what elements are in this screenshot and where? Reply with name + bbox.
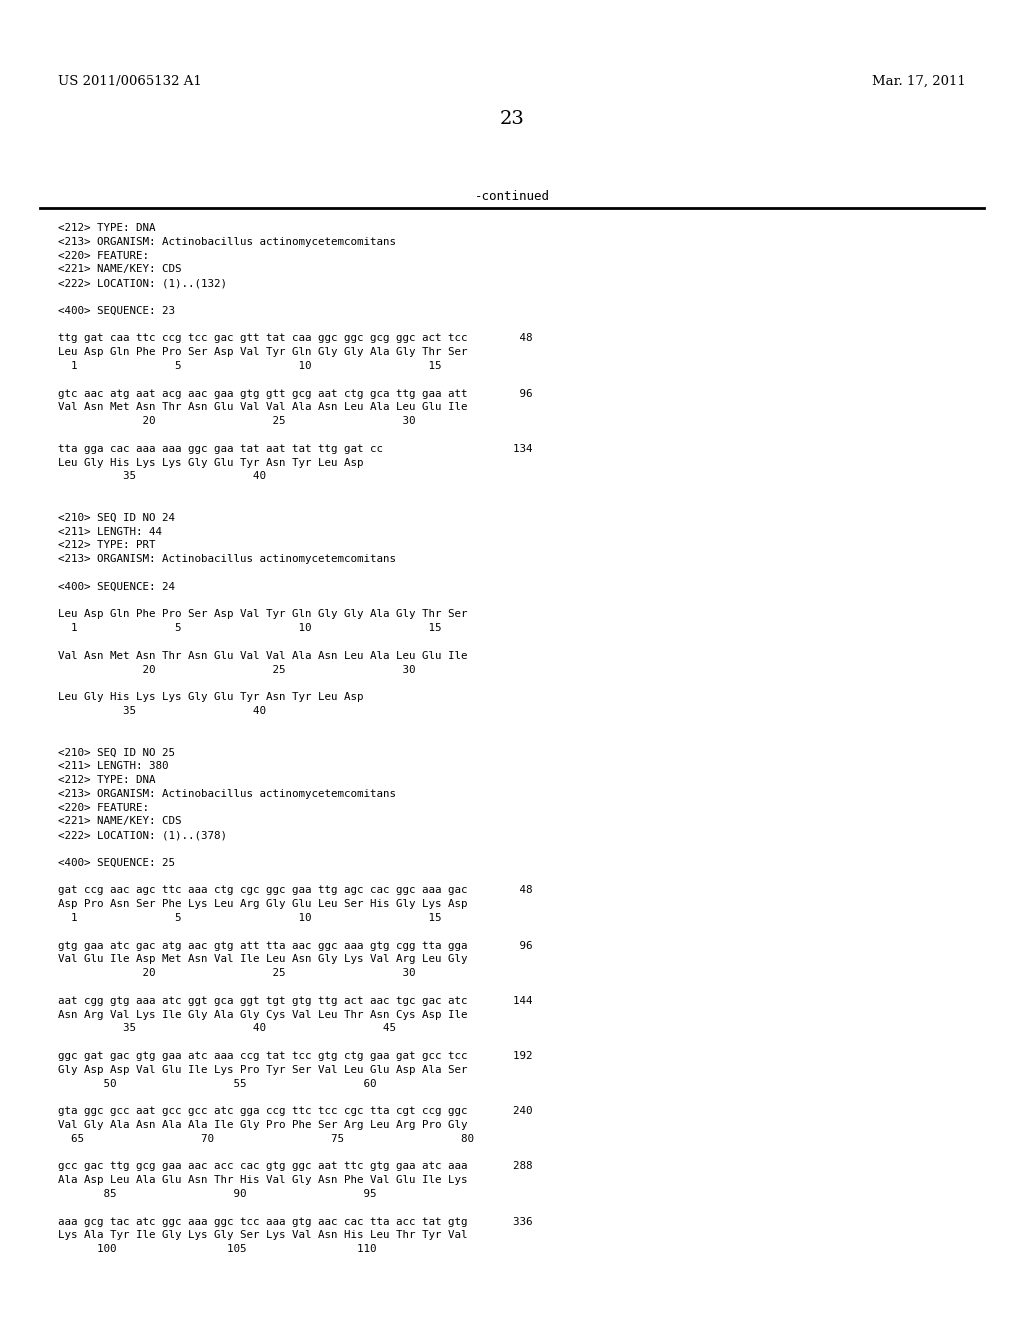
Text: <213> ORGANISM: Actinobacillus actinomycetemcomitans: <213> ORGANISM: Actinobacillus actinomyc… xyxy=(58,236,396,247)
Text: aat cgg gtg aaa atc ggt gca ggt tgt gtg ttg act aac tgc gac atc       144: aat cgg gtg aaa atc ggt gca ggt tgt gtg … xyxy=(58,995,532,1006)
Text: tta gga cac aaa aaa ggc gaa tat aat tat ttg gat cc                    134: tta gga cac aaa aaa ggc gaa tat aat tat … xyxy=(58,444,532,454)
Text: Val Asn Met Asn Thr Asn Glu Val Val Ala Asn Leu Ala Leu Glu Ile: Val Asn Met Asn Thr Asn Glu Val Val Ala … xyxy=(58,403,468,412)
Text: <212> TYPE: DNA: <212> TYPE: DNA xyxy=(58,775,156,785)
Text: 35                  40: 35 40 xyxy=(58,706,266,715)
Text: <210> SEQ ID NO 24: <210> SEQ ID NO 24 xyxy=(58,512,175,523)
Text: 50                  55                  60: 50 55 60 xyxy=(58,1078,377,1089)
Text: 1               5                  10                  15: 1 5 10 15 xyxy=(58,360,441,371)
Text: 20                  25                  30: 20 25 30 xyxy=(58,416,416,426)
Text: Asp Pro Asn Ser Phe Lys Leu Arg Gly Glu Leu Ser His Gly Lys Asp: Asp Pro Asn Ser Phe Lys Leu Arg Gly Glu … xyxy=(58,899,468,909)
Text: 35                  40                  45: 35 40 45 xyxy=(58,1023,396,1034)
Text: ggc gat gac gtg gaa atc aaa ccg tat tcc gtg ctg gaa gat gcc tcc       192: ggc gat gac gtg gaa atc aaa ccg tat tcc … xyxy=(58,1051,532,1061)
Text: Ala Asp Leu Ala Glu Asn Thr His Val Gly Asn Phe Val Glu Ile Lys: Ala Asp Leu Ala Glu Asn Thr His Val Gly … xyxy=(58,1175,468,1185)
Text: gta ggc gcc aat gcc gcc atc gga ccg ttc tcc cgc tta cgt ccg ggc       240: gta ggc gcc aat gcc gcc atc gga ccg ttc … xyxy=(58,1106,532,1117)
Text: Leu Asp Gln Phe Pro Ser Asp Val Tyr Gln Gly Gly Ala Gly Thr Ser: Leu Asp Gln Phe Pro Ser Asp Val Tyr Gln … xyxy=(58,347,468,358)
Text: gtc aac atg aat acg aac gaa gtg gtt gcg aat ctg gca ttg gaa att        96: gtc aac atg aat acg aac gaa gtg gtt gcg … xyxy=(58,388,532,399)
Text: <221> NAME/KEY: CDS: <221> NAME/KEY: CDS xyxy=(58,816,181,826)
Text: 1               5                  10                  15: 1 5 10 15 xyxy=(58,913,441,923)
Text: gtg gaa atc gac atg aac gtg att tta aac ggc aaa gtg cgg tta gga        96: gtg gaa atc gac atg aac gtg att tta aac … xyxy=(58,941,532,950)
Text: <210> SEQ ID NO 25: <210> SEQ ID NO 25 xyxy=(58,747,175,758)
Text: Val Gly Ala Asn Ala Ala Ile Gly Pro Phe Ser Arg Leu Arg Pro Gly: Val Gly Ala Asn Ala Ala Ile Gly Pro Phe … xyxy=(58,1119,468,1130)
Text: <222> LOCATION: (1)..(378): <222> LOCATION: (1)..(378) xyxy=(58,830,227,841)
Text: 35                  40: 35 40 xyxy=(58,471,266,482)
Text: 20                  25                  30: 20 25 30 xyxy=(58,664,416,675)
Text: Gly Asp Asp Val Glu Ile Lys Pro Tyr Ser Val Leu Glu Asp Ala Ser: Gly Asp Asp Val Glu Ile Lys Pro Tyr Ser … xyxy=(58,1065,468,1074)
Text: <400> SEQUENCE: 24: <400> SEQUENCE: 24 xyxy=(58,582,175,591)
Text: <213> ORGANISM: Actinobacillus actinomycetemcomitans: <213> ORGANISM: Actinobacillus actinomyc… xyxy=(58,554,396,564)
Text: aaa gcg tac atc ggc aaa ggc tcc aaa gtg aac cac tta acc tat gtg       336: aaa gcg tac atc ggc aaa ggc tcc aaa gtg … xyxy=(58,1217,532,1226)
Text: <212> TYPE: DNA: <212> TYPE: DNA xyxy=(58,223,156,234)
Text: Asn Arg Val Lys Ile Gly Ala Gly Cys Val Leu Thr Asn Cys Asp Ile: Asn Arg Val Lys Ile Gly Ala Gly Cys Val … xyxy=(58,1010,468,1019)
Text: Leu Gly His Lys Lys Gly Glu Tyr Asn Tyr Leu Asp: Leu Gly His Lys Lys Gly Glu Tyr Asn Tyr … xyxy=(58,458,364,467)
Text: <400> SEQUENCE: 23: <400> SEQUENCE: 23 xyxy=(58,306,175,315)
Text: Val Asn Met Asn Thr Asn Glu Val Val Ala Asn Leu Ala Leu Glu Ile: Val Asn Met Asn Thr Asn Glu Val Val Ala … xyxy=(58,651,468,661)
Text: <212> TYPE: PRT: <212> TYPE: PRT xyxy=(58,540,156,550)
Text: <220> FEATURE:: <220> FEATURE: xyxy=(58,803,150,813)
Text: <211> LENGTH: 44: <211> LENGTH: 44 xyxy=(58,527,162,537)
Text: -continued: -continued xyxy=(474,190,550,203)
Text: <221> NAME/KEY: CDS: <221> NAME/KEY: CDS xyxy=(58,264,181,275)
Text: gcc gac ttg gcg gaa aac acc cac gtg ggc aat ttc gtg gaa atc aaa       288: gcc gac ttg gcg gaa aac acc cac gtg ggc … xyxy=(58,1162,532,1171)
Text: Mar. 17, 2011: Mar. 17, 2011 xyxy=(872,75,966,88)
Text: 23: 23 xyxy=(500,110,524,128)
Text: <222> LOCATION: (1)..(132): <222> LOCATION: (1)..(132) xyxy=(58,279,227,288)
Text: ttg gat caa ttc ccg tcc gac gtt tat caa ggc ggc gcg ggc act tcc        48: ttg gat caa ttc ccg tcc gac gtt tat caa … xyxy=(58,334,532,343)
Text: 85                  90                  95: 85 90 95 xyxy=(58,1189,377,1199)
Text: <213> ORGANISM: Actinobacillus actinomycetemcomitans: <213> ORGANISM: Actinobacillus actinomyc… xyxy=(58,789,396,799)
Text: Leu Asp Gln Phe Pro Ser Asp Val Tyr Gln Gly Gly Ala Gly Thr Ser: Leu Asp Gln Phe Pro Ser Asp Val Tyr Gln … xyxy=(58,610,468,619)
Text: 1               5                  10                  15: 1 5 10 15 xyxy=(58,623,441,634)
Text: 65                  70                  75                  80: 65 70 75 80 xyxy=(58,1134,474,1144)
Text: gat ccg aac agc ttc aaa ctg cgc ggc gaa ttg agc cac ggc aaa gac        48: gat ccg aac agc ttc aaa ctg cgc ggc gaa … xyxy=(58,886,532,895)
Text: <220> FEATURE:: <220> FEATURE: xyxy=(58,251,150,260)
Text: Val Glu Ile Asp Met Asn Val Ile Leu Asn Gly Lys Val Arg Leu Gly: Val Glu Ile Asp Met Asn Val Ile Leu Asn … xyxy=(58,954,468,965)
Text: <211> LENGTH: 380: <211> LENGTH: 380 xyxy=(58,762,169,771)
Text: 100                 105                 110: 100 105 110 xyxy=(58,1245,377,1254)
Text: <400> SEQUENCE: 25: <400> SEQUENCE: 25 xyxy=(58,858,175,867)
Text: US 2011/0065132 A1: US 2011/0065132 A1 xyxy=(58,75,202,88)
Text: Leu Gly His Lys Lys Gly Glu Tyr Asn Tyr Leu Asp: Leu Gly His Lys Lys Gly Glu Tyr Asn Tyr … xyxy=(58,692,364,702)
Text: 20                  25                  30: 20 25 30 xyxy=(58,968,416,978)
Text: Lys Ala Tyr Ile Gly Lys Gly Ser Lys Val Asn His Leu Thr Tyr Val: Lys Ala Tyr Ile Gly Lys Gly Ser Lys Val … xyxy=(58,1230,468,1241)
